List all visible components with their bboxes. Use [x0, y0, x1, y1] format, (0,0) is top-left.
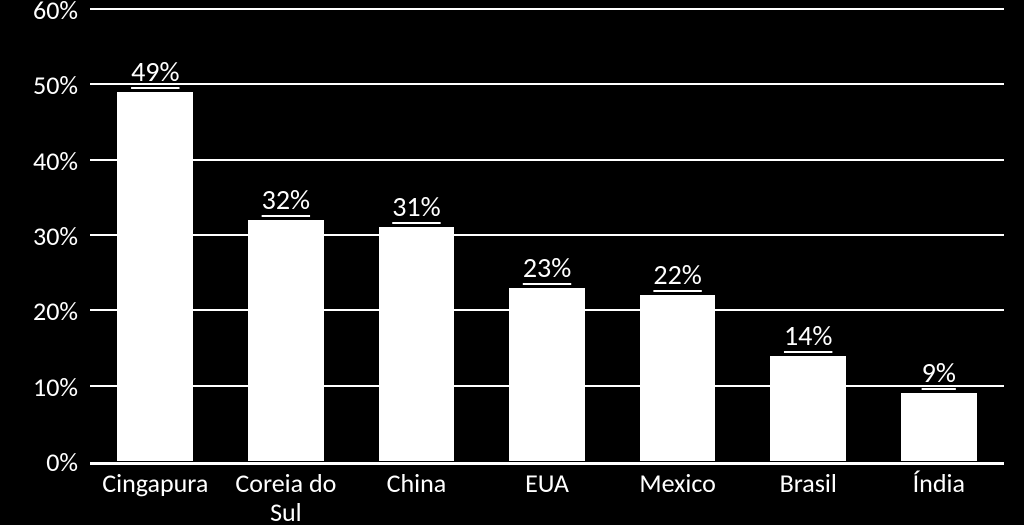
- y-tick-label: 30%: [33, 220, 90, 252]
- bar: [247, 219, 325, 462]
- x-tick-label: Coreia do Sul: [221, 465, 352, 525]
- bar-slot: 31%: [351, 10, 482, 462]
- x-tick-label: Mexico: [612, 465, 743, 525]
- bar: [639, 294, 717, 462]
- bar-slot: 23%: [482, 10, 613, 462]
- bar-value-label: 23%: [523, 250, 571, 285]
- bar: [508, 287, 586, 462]
- bar-value-label: 31%: [392, 189, 440, 224]
- gridline: [90, 8, 1004, 10]
- bar-chart: 49% 32% 31% 23% 22% 14% 9% 0% 10% 20% 30% 40% 50% 60…: [0, 0, 1024, 525]
- gridline: [90, 83, 1004, 85]
- bar-value-label: 32%: [262, 182, 310, 217]
- bar: [900, 392, 978, 462]
- x-tick-label: China: [351, 465, 482, 525]
- gridline: [90, 385, 1004, 387]
- plot-area: 49%32%31%23%22%14%9% 0%10%20%30%40%50%60…: [90, 10, 1004, 465]
- gridline: [90, 309, 1004, 311]
- bar: [769, 355, 847, 462]
- bar-slot: 32%: [221, 10, 352, 462]
- y-tick-label: 20%: [33, 295, 90, 327]
- y-tick-label: 10%: [33, 371, 90, 403]
- y-tick-label: 0%: [46, 446, 90, 478]
- bar-slot: 49%: [90, 10, 221, 462]
- y-tick-label: 60%: [33, 0, 90, 26]
- y-tick-label: 50%: [33, 69, 90, 101]
- gridline: [90, 234, 1004, 236]
- x-tick-label: Brasil: [743, 465, 874, 525]
- x-axis-labels: CingapuraCoreia do SulChinaEUAMexicoBras…: [90, 465, 1004, 525]
- bar-value-label: 22%: [653, 257, 701, 292]
- x-tick-label: Índia: [873, 465, 1004, 525]
- x-tick-label: EUA: [482, 465, 613, 525]
- x-tick-label: Cingapura: [90, 465, 221, 525]
- bar-slot: 22%: [612, 10, 743, 462]
- bar-value-label: 14%: [784, 318, 832, 353]
- bar: [378, 226, 456, 462]
- bar-slot: 9%: [873, 10, 1004, 462]
- bar-slot: 14%: [743, 10, 874, 462]
- bar: [116, 91, 194, 462]
- bars-container: 49% 32% 31% 23% 22% 14% 9%: [90, 10, 1004, 462]
- gridline: [90, 159, 1004, 161]
- y-tick-label: 40%: [33, 145, 90, 177]
